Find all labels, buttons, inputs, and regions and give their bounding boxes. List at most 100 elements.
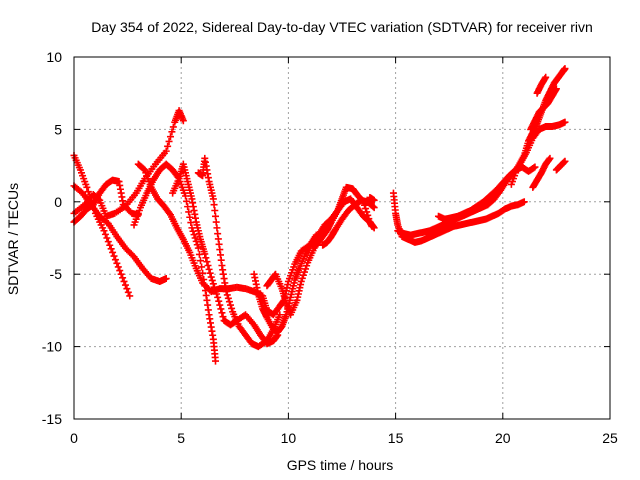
data-point bbox=[302, 265, 310, 273]
x-tick-label: 15 bbox=[388, 430, 404, 446]
data-point bbox=[213, 290, 221, 298]
data-point bbox=[121, 281, 129, 289]
data-point bbox=[206, 269, 214, 277]
data-point bbox=[106, 241, 114, 249]
data-point bbox=[165, 137, 173, 145]
data-point bbox=[169, 123, 177, 131]
data-point bbox=[124, 288, 132, 296]
series-track-1 bbox=[70, 151, 134, 300]
y-tick-label: -10 bbox=[42, 339, 62, 355]
data-point bbox=[225, 298, 233, 306]
x-tick-label: 10 bbox=[281, 430, 297, 446]
data-point bbox=[222, 288, 230, 296]
data-point bbox=[83, 183, 91, 191]
chart-title: Day 354 of 2022, Sidereal Day-to-day VTE… bbox=[91, 19, 593, 35]
data-point bbox=[369, 203, 377, 211]
data-point bbox=[216, 301, 224, 309]
series-track-15 bbox=[434, 163, 539, 223]
data-point bbox=[203, 258, 211, 266]
data-point bbox=[214, 293, 222, 301]
data-point bbox=[561, 65, 569, 73]
data-point bbox=[207, 273, 215, 281]
x-axis-label: GPS time / hours bbox=[287, 457, 394, 473]
data-point bbox=[162, 147, 170, 155]
series-track-17 bbox=[533, 73, 550, 97]
data-point bbox=[123, 285, 131, 293]
data-point bbox=[370, 204, 378, 212]
y-tick-label: 0 bbox=[54, 194, 62, 210]
data-point bbox=[109, 248, 117, 256]
data-point bbox=[104, 238, 112, 246]
data-point bbox=[212, 287, 220, 295]
y-axis-label: SDTVAR / TECUs bbox=[5, 183, 21, 295]
data-point bbox=[561, 118, 569, 126]
y-tick-label: 10 bbox=[46, 49, 62, 65]
data-points bbox=[70, 65, 569, 365]
data-point bbox=[552, 85, 560, 93]
y-tick-label: -5 bbox=[50, 266, 63, 282]
data-point bbox=[204, 262, 212, 270]
data-point bbox=[198, 263, 206, 271]
data-point bbox=[364, 211, 372, 219]
data-point bbox=[101, 230, 109, 238]
data-point bbox=[190, 231, 198, 239]
data-point bbox=[179, 117, 187, 125]
series-track-20 bbox=[529, 154, 554, 191]
series-track-12 bbox=[366, 193, 378, 204]
data-point bbox=[165, 209, 173, 217]
x-tick-label: 0 bbox=[70, 430, 78, 446]
data-point bbox=[120, 277, 128, 285]
data-point bbox=[363, 208, 371, 216]
grid-lines bbox=[74, 57, 610, 419]
data-point bbox=[300, 268, 308, 276]
data-point bbox=[114, 263, 122, 271]
data-point bbox=[119, 274, 127, 282]
data-point bbox=[370, 196, 378, 204]
data-point bbox=[116, 267, 124, 275]
data-point bbox=[194, 244, 202, 252]
data-point bbox=[276, 311, 284, 319]
data-point bbox=[303, 262, 311, 270]
data-point bbox=[228, 304, 236, 312]
data-point bbox=[202, 254, 210, 262]
data-point bbox=[520, 198, 528, 206]
series-track-18 bbox=[527, 85, 560, 133]
data-point bbox=[111, 256, 119, 264]
data-point bbox=[140, 165, 148, 173]
data-point bbox=[209, 280, 217, 288]
data-point bbox=[95, 195, 103, 203]
x-tick-label: 5 bbox=[177, 430, 185, 446]
series-track-10 bbox=[263, 183, 378, 319]
y-tick-label: -15 bbox=[42, 411, 62, 427]
data-point bbox=[299, 271, 307, 279]
data-point bbox=[110, 252, 118, 260]
series-track-7 bbox=[169, 160, 282, 348]
data-point bbox=[201, 250, 209, 258]
data-point bbox=[208, 276, 216, 284]
data-point bbox=[103, 234, 111, 242]
series-track-11 bbox=[319, 196, 378, 249]
data-point bbox=[212, 357, 220, 365]
data-point bbox=[84, 188, 92, 196]
data-point bbox=[186, 213, 194, 221]
data-point bbox=[183, 197, 191, 205]
series-track-4 bbox=[70, 107, 187, 220]
data-point bbox=[117, 270, 125, 278]
y-tick-label: 5 bbox=[54, 121, 62, 137]
data-point bbox=[166, 133, 174, 141]
data-point bbox=[113, 259, 121, 267]
series-track-8 bbox=[194, 154, 284, 351]
data-point bbox=[162, 275, 170, 283]
data-point bbox=[100, 227, 108, 235]
data-point bbox=[531, 163, 539, 171]
series-track-5 bbox=[130, 160, 220, 365]
plot-frame bbox=[73, 56, 611, 420]
data-point bbox=[542, 73, 550, 81]
data-point bbox=[215, 297, 223, 305]
data-point bbox=[191, 234, 199, 242]
data-point bbox=[298, 274, 306, 282]
data-point bbox=[297, 277, 305, 285]
data-point bbox=[126, 292, 134, 300]
data-point bbox=[561, 157, 569, 165]
